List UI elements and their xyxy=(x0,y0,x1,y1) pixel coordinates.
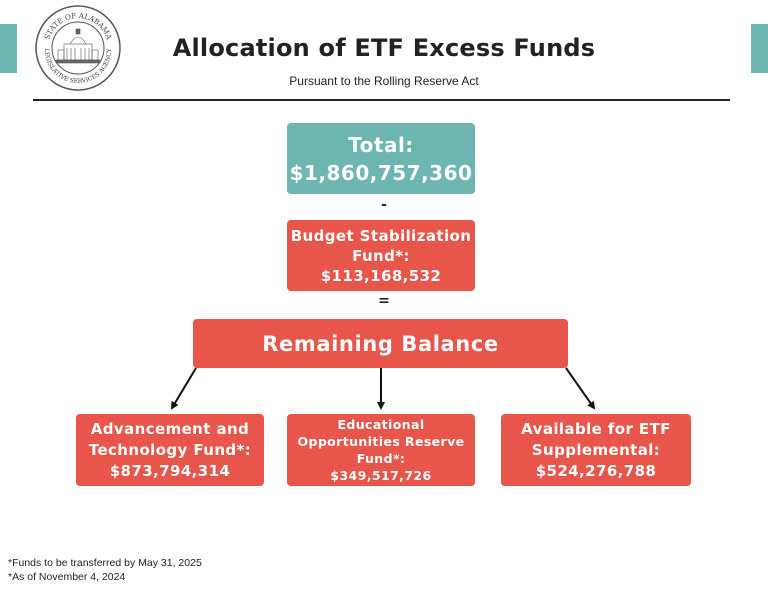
educational-opportunities-box: Educational Opportunities Reserve Fund*:… xyxy=(287,414,475,486)
header-divider xyxy=(33,99,730,101)
budget-stabilization-value: $113,168,532 xyxy=(320,266,442,285)
minus-operator: - xyxy=(381,197,387,213)
total-value: $1,860,757,360 xyxy=(289,160,473,185)
budget-stabilization-box: Budget Stabilization Fund*: $113,168,532 xyxy=(287,220,475,291)
left-accent-tab xyxy=(0,24,17,73)
budget-stabilization-label-1: Budget Stabilization xyxy=(290,226,472,245)
total-label: Total: xyxy=(348,132,414,157)
total-box: Total: $1,860,757,360 xyxy=(287,123,475,194)
arrow-to-advancement xyxy=(170,367,197,410)
advancement-technology-box: Advancement and Technology Fund*: $873,7… xyxy=(76,414,264,486)
equals-operator: = xyxy=(378,293,390,309)
advancement-label-2: Technology Fund*: xyxy=(88,440,252,459)
supplemental-value: $524,276,788 xyxy=(535,461,657,480)
educational-label-1: Educational xyxy=(337,417,425,432)
remaining-balance-label: Remaining Balance xyxy=(262,331,499,356)
supplemental-label-1: Available for ETF xyxy=(521,419,671,438)
page-subtitle: Pursuant to the Rolling Reserve Act xyxy=(289,74,479,88)
footnote-transfer-date: *Funds to be transferred by May 31, 2025 xyxy=(8,557,202,569)
footnote-as-of-date: *As of November 4, 2024 xyxy=(8,571,126,583)
remaining-balance-box: Remaining Balance xyxy=(193,319,568,368)
page-title: Allocation of ETF Excess Funds xyxy=(172,34,596,62)
arrow-to-supplemental xyxy=(565,367,596,410)
educational-value: $349,517,726 xyxy=(330,468,432,483)
educational-label-2: Opportunities Reserve xyxy=(297,434,465,449)
supplemental-label-2: Supplemental: xyxy=(531,440,661,459)
advancement-value: $873,794,314 xyxy=(109,461,231,480)
right-accent-tab xyxy=(751,24,768,73)
educational-label-3: Fund*: xyxy=(356,451,406,466)
etf-supplemental-box: Available for ETF Supplemental: $524,276… xyxy=(501,414,691,486)
budget-stabilization-label-2: Fund*: xyxy=(352,246,410,265)
state-seal-logo: STATE OF ALABAMA LEGISLATIVE SERVICES AG… xyxy=(35,5,121,91)
advancement-label-1: Advancement and xyxy=(90,419,250,438)
